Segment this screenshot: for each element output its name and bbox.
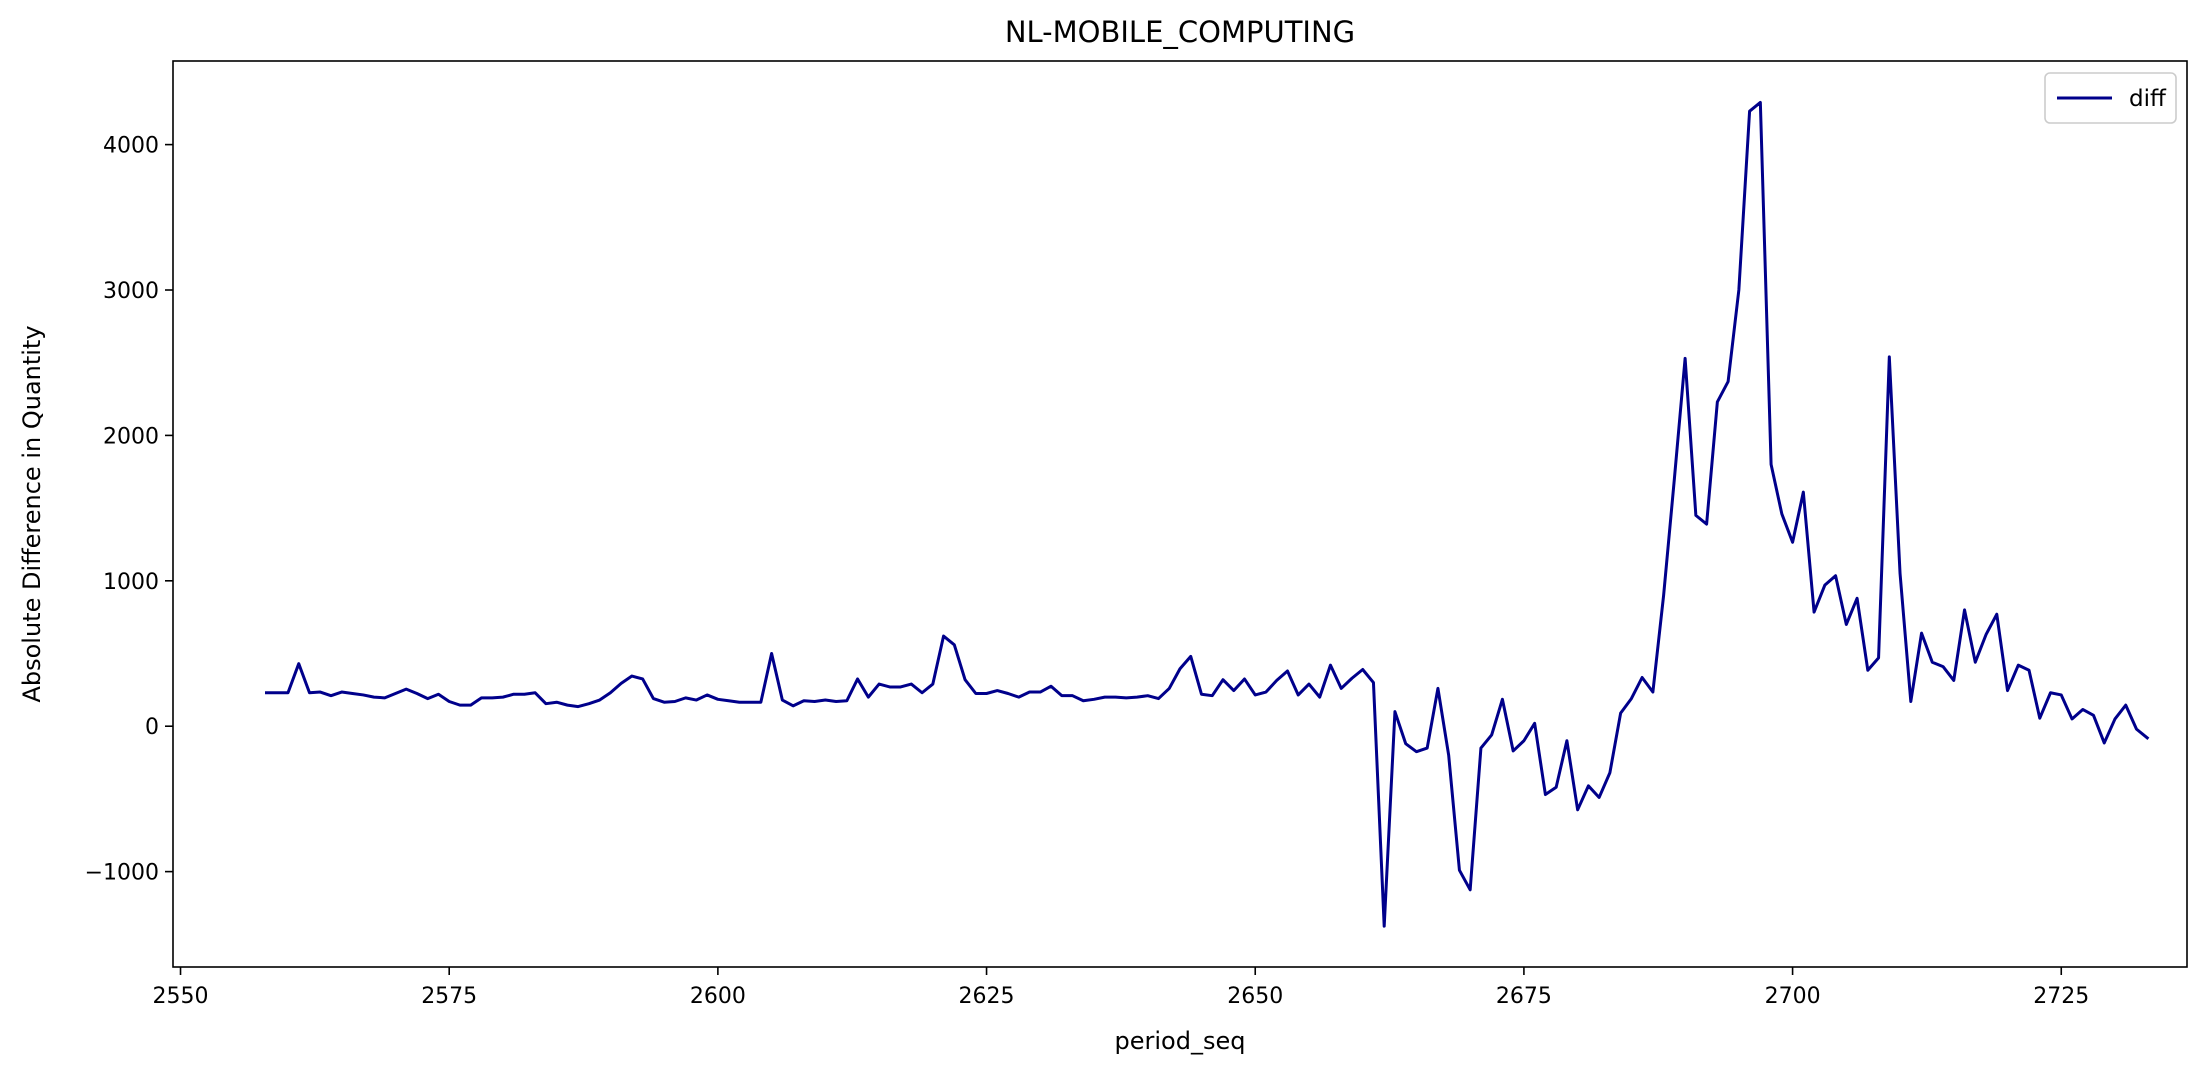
y-tick-label: 2000 bbox=[103, 424, 159, 449]
x-tick-label: 2625 bbox=[959, 984, 1015, 1009]
x-tick-label: 2550 bbox=[153, 984, 209, 1009]
series-line-diff bbox=[265, 100, 2150, 928]
plot-area bbox=[172, 60, 2188, 968]
y-axis-title: Absolute Difference in Quantity bbox=[18, 325, 46, 702]
y-tick-label: 4000 bbox=[103, 134, 159, 159]
y-tick-label: 1000 bbox=[103, 570, 159, 595]
x-tick-label: 2600 bbox=[690, 984, 746, 1009]
x-tick-label: 2725 bbox=[2033, 984, 2089, 1009]
x-axis-title: period_seq bbox=[1115, 1027, 1246, 1055]
axes-frame bbox=[172, 60, 2188, 968]
chart-title: NL-MOBILE_COMPUTING bbox=[1005, 15, 1355, 49]
x-axis-ticks: 2550 2575 2600 2625 2650 2675 2700 2725 bbox=[153, 967, 2089, 1009]
legend-label-diff: diff bbox=[2129, 86, 2167, 112]
y-tick-label: 3000 bbox=[103, 279, 159, 304]
y-tick-label: 0 bbox=[145, 715, 159, 740]
y-axis-ticks: −1000 0 1000 2000 3000 4000 bbox=[85, 134, 173, 886]
x-tick-label: 2675 bbox=[1496, 984, 1552, 1009]
legend: diff bbox=[2044, 72, 2177, 124]
x-tick-label: 2575 bbox=[421, 984, 477, 1009]
x-tick-label: 2650 bbox=[1227, 984, 1283, 1009]
x-tick-label: 2700 bbox=[1765, 984, 1821, 1009]
y-tick-label: −1000 bbox=[85, 861, 159, 886]
